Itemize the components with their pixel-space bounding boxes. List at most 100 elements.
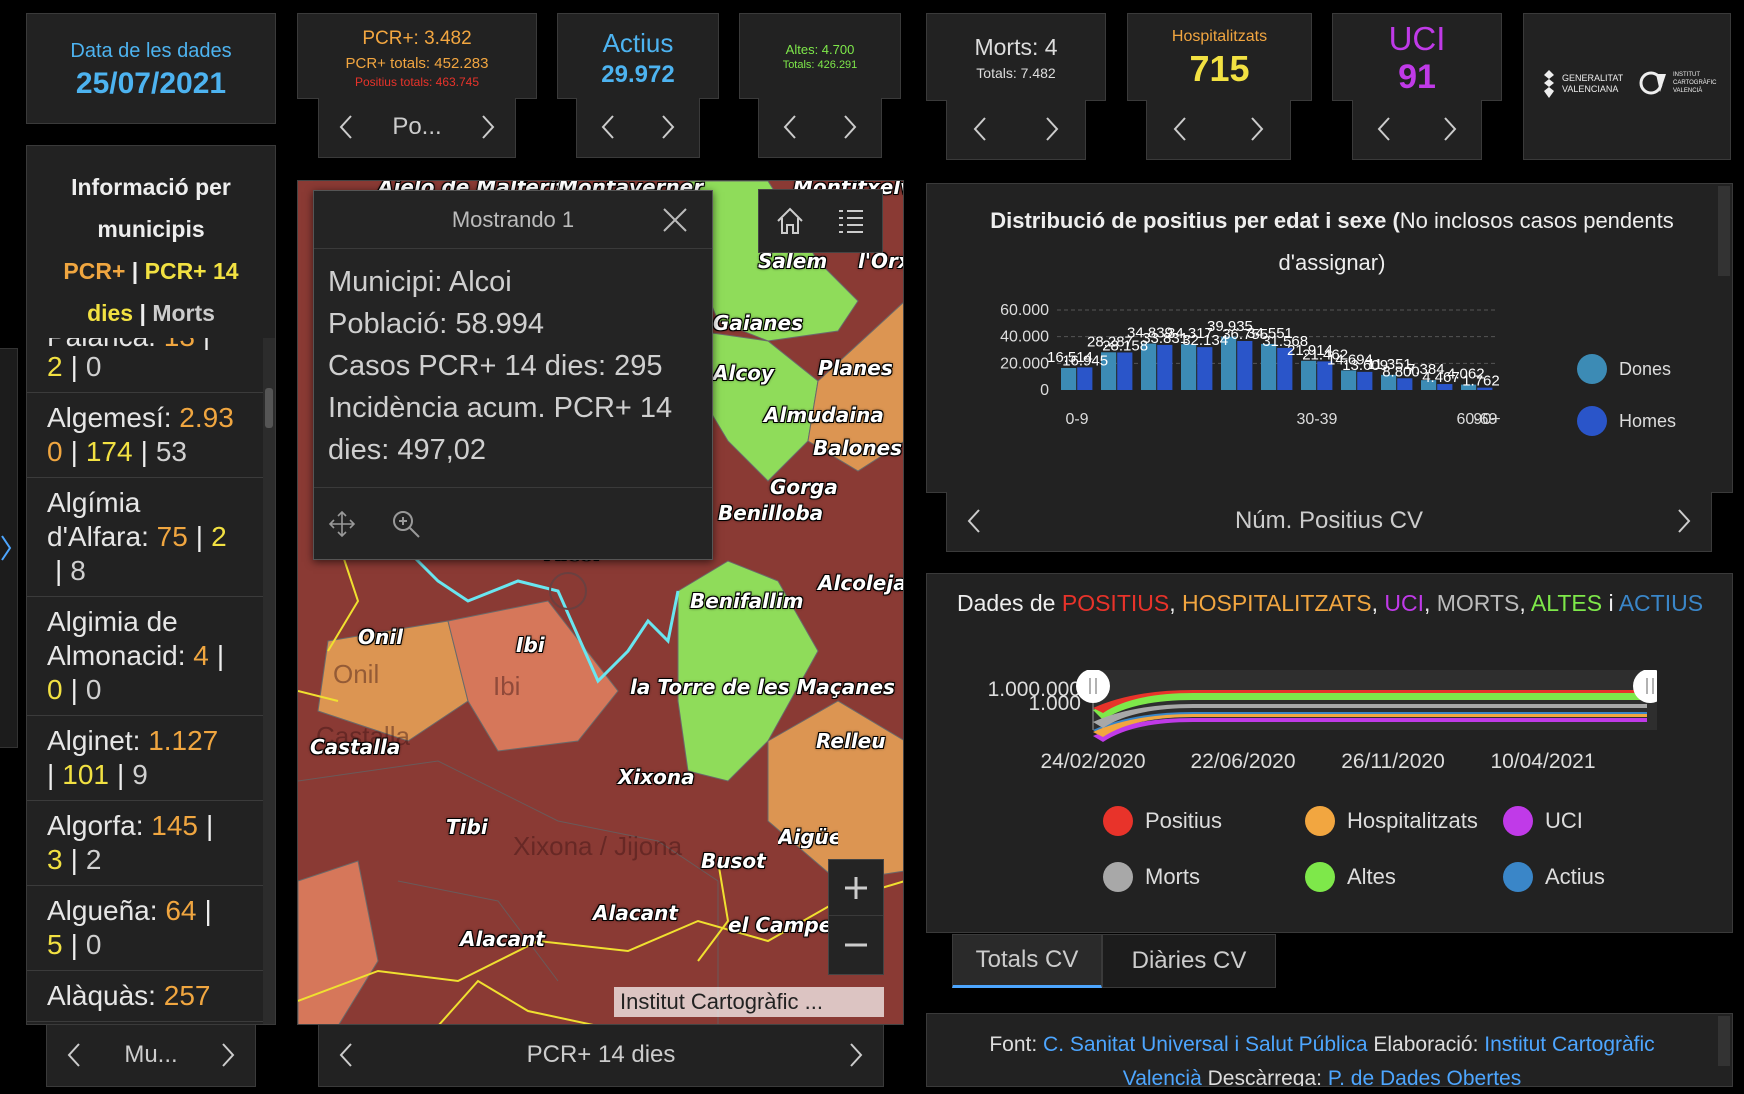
muni-list[interactable]: Palanca: 13| 2|0 Algemesí: 2.93 0|174|53…	[27, 338, 263, 1024]
muni-scroll-thumb[interactable]	[265, 388, 273, 428]
bar-dones[interactable]	[1141, 343, 1157, 390]
morts-nav	[946, 100, 1086, 160]
morts-prev-button[interactable]	[971, 115, 989, 143]
map-attribution[interactable]: Institut Cartogràfic ...	[614, 987, 884, 1017]
map-next-button[interactable]	[847, 1041, 865, 1069]
tab-diaries-cv[interactable]: Diàries CV	[1102, 934, 1276, 988]
bar-homes[interactable]	[1437, 384, 1453, 390]
bar-dones[interactable]	[1101, 352, 1117, 390]
list-item[interactable]: Algorfa: 145 | 3 | 2	[27, 801, 263, 886]
map-prev-button[interactable]	[337, 1041, 355, 1069]
legend-actius[interactable]: Actius	[1503, 862, 1605, 892]
series-line[interactable]	[1093, 714, 1647, 737]
pan-to-icon[interactable]	[328, 510, 356, 538]
x-tick-label: 60-69	[1457, 411, 1498, 428]
close-icon[interactable]	[662, 207, 688, 233]
legend-morts[interactable]: Morts	[1103, 862, 1200, 892]
bar-dones[interactable]	[1181, 344, 1197, 390]
hosp-next-button[interactable]	[1248, 115, 1266, 143]
bar-dones[interactable]	[1421, 380, 1437, 390]
legend-dot	[1503, 806, 1533, 836]
source-elab-link2[interactable]: Valencià	[1122, 1067, 1202, 1087]
age-chart-prev-button[interactable]	[965, 507, 983, 535]
bar-homes[interactable]	[1237, 340, 1253, 390]
range-slider-start-handle[interactable]	[1076, 670, 1110, 703]
zoom-in-button[interactable]	[829, 860, 883, 916]
series-line[interactable]	[1093, 718, 1647, 742]
legend-homes[interactable]: Homes	[1577, 406, 1676, 436]
uci-next-button[interactable]	[1441, 115, 1459, 143]
left-collapse-tab[interactable]	[0, 348, 18, 748]
bar-dones[interactable]	[1261, 343, 1277, 390]
bar-dones[interactable]	[1341, 370, 1357, 390]
bar-homes[interactable]	[1077, 367, 1093, 390]
home-icon[interactable]	[774, 205, 806, 237]
bar-data-label: 1.762	[1462, 373, 1500, 390]
altes-prev-button[interactable]	[781, 113, 799, 141]
list-item[interactable]: Alàquàs: 257	[27, 971, 263, 1022]
age-chart-scrollbar[interactable]	[1718, 186, 1730, 276]
bar-dones[interactable]	[1301, 360, 1317, 390]
altes-next-button[interactable]	[841, 113, 859, 141]
muni-name: Algorfa:	[47, 810, 144, 841]
list-item[interactable]: Algímia d'Alfara: 75 | 2 | 8	[27, 478, 263, 597]
list-item[interactable]: Palanca: 13| 2|0	[27, 338, 263, 393]
bar-dones[interactable]	[1381, 374, 1397, 390]
legend-uci[interactable]: UCI	[1503, 806, 1583, 836]
muni-prev-button[interactable]	[65, 1041, 83, 1069]
map-label: Almudaina	[764, 403, 884, 427]
actius-prev-button[interactable]	[599, 113, 617, 141]
bar-dones[interactable]	[1061, 367, 1077, 390]
bar-dones[interactable]	[1221, 336, 1237, 390]
series-line[interactable]	[1093, 692, 1647, 720]
legend-positius[interactable]: Positius	[1103, 806, 1222, 836]
muni-scrollbar[interactable]	[263, 338, 275, 1024]
bar-homes[interactable]	[1197, 347, 1213, 390]
list-item[interactable]: Algemesí: 2.93 0 | 174 | 53	[27, 393, 263, 478]
bar-homes[interactable]	[1477, 387, 1493, 390]
legend-altes[interactable]: Altes	[1305, 862, 1396, 892]
map-label: Benilloba	[718, 501, 824, 525]
legend-list-icon[interactable]	[835, 205, 867, 237]
list-item[interactable]: Alginet: 1.127 | 101 | 9	[27, 716, 263, 801]
list-item[interactable]: Algueña: 64 | 5 | 0	[27, 886, 263, 971]
hosp-prev-button[interactable]	[1171, 115, 1189, 143]
map-popup[interactable]: Mostrando 1 Municipi: Alcoi Població: 58…	[313, 190, 713, 560]
altes-panel: Altes: 4.700 Totals: 426.291	[739, 13, 901, 99]
bar-homes[interactable]	[1317, 361, 1333, 390]
map-label: Castalla	[310, 735, 401, 759]
age-chart-next-button[interactable]	[1675, 507, 1693, 535]
list-item[interactable]: Algimia de Almonacid: 4 | 0 | 0	[27, 597, 263, 716]
time-title-actius: ACTIUS	[1618, 590, 1704, 616]
bar-homes[interactable]	[1157, 344, 1173, 390]
series-line[interactable]	[1093, 704, 1647, 728]
bar-homes[interactable]	[1117, 352, 1133, 390]
time-chart[interactable]: 24/02/2020 22/06/2020 26/11/2020 10/04/2021…	[957, 670, 1657, 800]
legend-dones[interactable]: Dones	[1577, 354, 1671, 384]
source-font-link[interactable]: C. Sanitat Universal i Salut Pública	[1043, 1033, 1368, 1056]
bar-homes[interactable]	[1277, 347, 1293, 390]
bar-data-label: 21.914	[1287, 342, 1333, 359]
pcr-prev-button[interactable]	[337, 113, 355, 141]
bar-homes[interactable]	[1397, 378, 1413, 390]
series-line[interactable]	[1093, 690, 1647, 713]
zoom-out-button[interactable]	[829, 916, 883, 974]
source-scrollbar[interactable]	[1718, 1016, 1730, 1066]
map-view[interactable]: Castalla Xixona / Jijona Ibi Onil Aielo …	[297, 180, 904, 1025]
bar-dones[interactable]	[1461, 384, 1477, 390]
legend-hospitalitzats[interactable]: Hospitalitzats	[1305, 806, 1478, 836]
pcr-next-button[interactable]	[479, 113, 497, 141]
tab-totals-cv[interactable]: Totals CV	[952, 934, 1102, 988]
source-desc-link[interactable]: P. de Dades Obertes	[1327, 1067, 1522, 1087]
muni-pcr: 75	[156, 521, 188, 552]
bar-data-label: 34.317	[1167, 325, 1213, 342]
y-tick-label: 1.000	[1028, 692, 1081, 715]
zoom-to-icon[interactable]	[390, 508, 422, 540]
source-elab-link[interactable]: Institut Cartogràfic	[1484, 1033, 1655, 1056]
range-slider-end-handle[interactable]	[1633, 670, 1657, 703]
bar-homes[interactable]	[1357, 371, 1373, 390]
actius-next-button[interactable]	[659, 113, 677, 141]
muni-next-button[interactable]	[219, 1041, 237, 1069]
morts-next-button[interactable]	[1043, 115, 1061, 143]
uci-prev-button[interactable]	[1375, 115, 1393, 143]
